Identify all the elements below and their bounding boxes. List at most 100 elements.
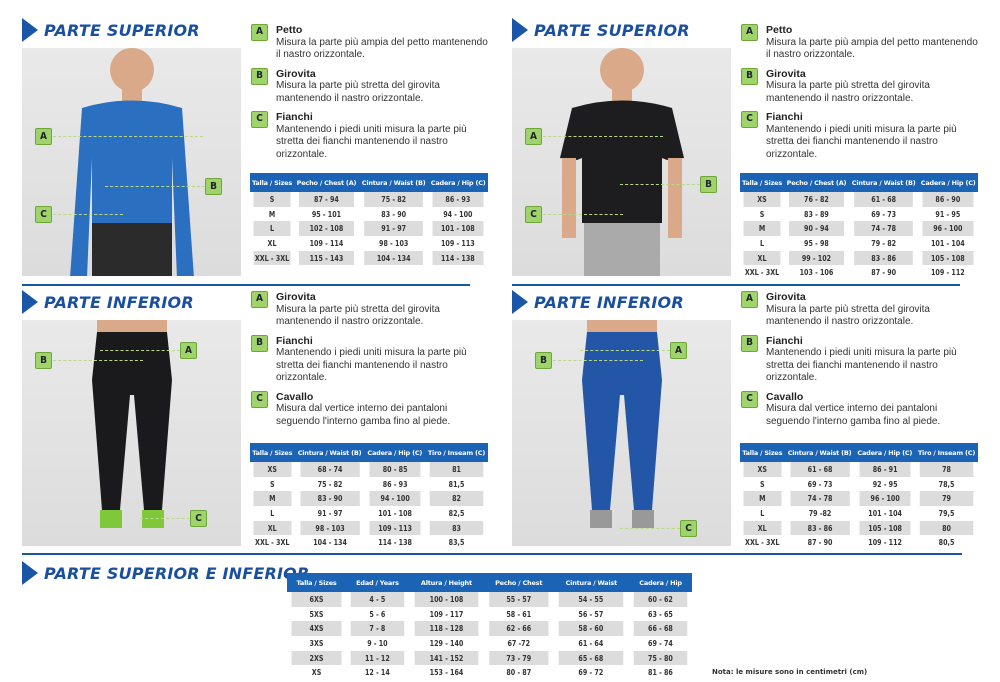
table-cell: 60 - 62 [633, 592, 688, 607]
table-cell: 83 - 89 [804, 209, 829, 219]
table-cell: 79,5 [938, 508, 955, 518]
section-title: PARTE INFERIOR [44, 292, 194, 312]
table-cell: 101 - 108 [377, 508, 412, 518]
table-cell: 105 - 108 [859, 520, 911, 536]
table-cell: 109 - 114 [309, 238, 344, 248]
table-cell: 83 - 90 [299, 491, 360, 507]
table-cell: 92 - 95 [872, 479, 898, 489]
table-cell: XS [311, 668, 322, 678]
table-row: M 90 - 94 74 - 78 96 - 100 [740, 221, 978, 237]
table-cell: 83 [429, 520, 484, 536]
table-cell: XXL - 3XL [744, 268, 780, 278]
column-header: Cadera / Hip (C) [918, 173, 978, 192]
table-row: XXL - 3XL 115 - 143 104 - 134 114 - 138 [250, 250, 488, 266]
table-row: L 79 -82 101 - 104 79,5 [740, 506, 978, 521]
table-cell: 79 -82 [808, 508, 831, 518]
measure-line [620, 184, 700, 185]
column-header: Talla / Sizes [740, 173, 785, 192]
table-row: XS 76 - 82 61 - 68 86 - 90 [740, 192, 978, 207]
instruction-text: Misura dal vertice interno dei pantaloni… [766, 403, 941, 427]
table-cell: 95 - 101 [311, 209, 342, 219]
measure-line [53, 360, 143, 361]
column-header: Tiro / Inseam (C) [424, 443, 488, 462]
table-row: XL 109 - 114 98 - 103 109 - 113 [250, 236, 488, 251]
kids-size-table: Talla / Sizes Edad / Years Altura / Height… [287, 573, 692, 680]
table-cell: 7 - 8 [350, 621, 405, 637]
table-cell: 76 - 82 [788, 192, 845, 207]
table-row: XS 61 - 68 86 - 91 78 [740, 462, 978, 477]
table-cell: M [743, 221, 781, 237]
table-cell: 96 - 100 [922, 221, 974, 237]
badge-c: C [251, 111, 268, 128]
table-cell: 100 - 108 [414, 592, 479, 607]
table-cell: 55 - 57 [489, 592, 549, 607]
column-header: Cadera / Hip (C) [364, 443, 425, 462]
triangle-icon [22, 18, 38, 42]
table-cell: XL [253, 520, 292, 536]
table-cell: 74 - 78 [789, 491, 850, 507]
table-cell: S [759, 209, 765, 219]
table-header-row: Talla / Sizes Edad / Years Altura / Height… [287, 573, 692, 592]
instruction-text: Misura la parte più stretta del girovita… [766, 80, 930, 104]
table-row: XL 99 - 102 83 - 86 105 - 108 [740, 250, 978, 266]
table-row: XS 68 - 74 80 - 85 81 [250, 462, 488, 477]
table-cell: 81 [429, 462, 484, 477]
column-header: Pecho / Chest (A) [294, 173, 359, 192]
table-cell: 79 - 82 [871, 238, 897, 248]
table-cell: 80,5 [938, 538, 955, 548]
table-cell: 94 - 100 [369, 491, 421, 507]
measure-line [543, 214, 623, 215]
column-header: Cadera / Hip [629, 573, 692, 592]
badge-a: A [251, 291, 268, 308]
table-cell: 73 - 79 [489, 650, 549, 666]
table-row: L 102 - 108 91 - 97 101 - 108 [250, 221, 488, 237]
instruction-title: Girovita [276, 291, 316, 303]
table-row: 2XS 11 - 12 141 - 152 73 - 79 65 - 68 75 - 80 [287, 650, 692, 666]
instruction-item: B Fianchi Mantenendo i piedi uniti misura … [250, 334, 490, 385]
table-cell: XXL - 3XL [745, 538, 780, 548]
table-cell: 114 - 138 [377, 538, 412, 548]
triangle-icon [22, 561, 38, 585]
size-table: Talla / Sizes Pecho / Chest (A) Cintura / … [250, 173, 488, 266]
table-cell: 11 - 12 [350, 650, 405, 666]
table-header-row: Talla / Sizes Cintura / Waist (B) Cadera /… [250, 443, 488, 462]
instruction-title: Fianchi [766, 111, 803, 123]
table-cell: 83,5 [448, 538, 465, 548]
measure-badge-c: C [525, 206, 542, 223]
measure-line [543, 136, 663, 137]
table-cell: 91 - 97 [364, 221, 424, 237]
table-cell: XS [743, 462, 782, 477]
column-header: Talla / Sizes [250, 443, 295, 462]
model-figure [560, 48, 684, 276]
table-cell: 2XS [291, 650, 342, 666]
instruction-title: Petto [766, 24, 793, 36]
kids-heading: PARTE SUPERIOR E INFERIOR [22, 561, 310, 585]
table-cell: 115 - 143 [298, 250, 355, 266]
table-cell: 91 - 95 [935, 209, 961, 219]
table-cell: 5 - 6 [369, 609, 386, 619]
measure-badge-c: C [190, 510, 207, 527]
table-cell: 109 - 117 [429, 609, 464, 619]
table-row: XS 12 - 14 153 - 164 80 - 87 69 - 72 81 - 86 [287, 665, 692, 680]
table-cell: 12 - 14 [365, 668, 390, 678]
section-title: PARTE SUPERIOR [534, 20, 690, 40]
table-cell: S [269, 479, 275, 489]
badge-c: C [741, 111, 758, 128]
table-cell: 74 - 78 [854, 221, 914, 237]
table-row: M 83 - 90 94 - 100 82 [250, 491, 488, 507]
table-row: XXL - 3XL 87 - 90 109 - 112 80,5 [740, 535, 978, 550]
table-cell: 79 [919, 491, 974, 507]
table-cell: 109 - 113 [369, 520, 421, 536]
table-cell: 103 - 106 [799, 268, 834, 278]
table-cell: 80 [919, 520, 974, 536]
measurement-note: Nota: le misure sono in centimetri (cm) [712, 668, 868, 676]
table-row: 5XS 5 - 6 109 - 117 58 - 61 56 - 57 63 - 65 [287, 607, 692, 622]
instruction-item: A Girovita Misura la parte più stretta del… [250, 291, 490, 329]
table-row: 4XS 7 - 8 118 - 128 62 - 66 58 - 60 66 - 68 [287, 621, 692, 637]
measure-badge-b: B [35, 352, 52, 369]
table-cell: XS [743, 192, 781, 207]
measure-line [580, 350, 670, 351]
badge-b: B [251, 334, 268, 352]
instruction-title: Girovita [766, 67, 806, 80]
triangle-icon [512, 18, 528, 42]
